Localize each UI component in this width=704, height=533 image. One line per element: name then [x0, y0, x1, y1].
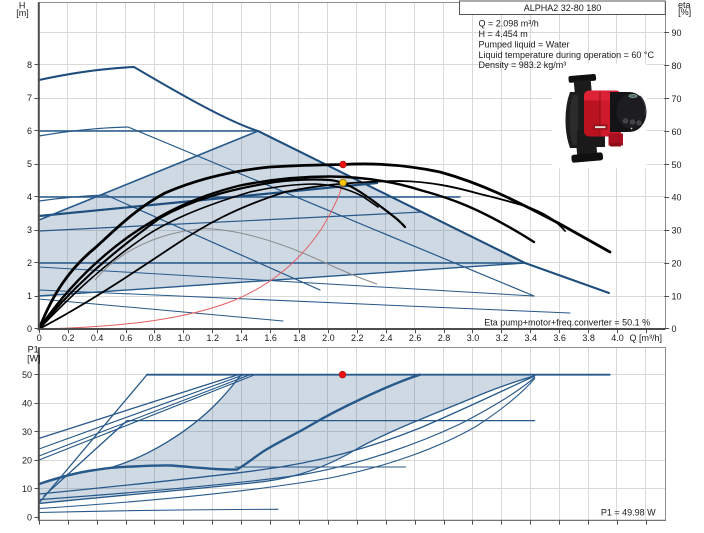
- svg-text:2.6: 2.6: [409, 333, 422, 343]
- svg-text:3.4: 3.4: [525, 333, 538, 343]
- svg-text:4: 4: [27, 192, 32, 202]
- svg-text:H: H: [19, 0, 26, 10]
- svg-text:60: 60: [672, 127, 682, 137]
- svg-text:Liquid temperature during oper: Liquid temperature during operation = 60…: [479, 50, 655, 60]
- svg-text:Eta pump+motor+freq.converter: Eta pump+motor+freq.converter = 50.1 %: [484, 317, 650, 327]
- svg-text:1.8: 1.8: [293, 333, 306, 343]
- svg-text:40: 40: [22, 398, 32, 408]
- svg-text:0: 0: [27, 324, 32, 334]
- svg-text:[%]: [%]: [678, 7, 691, 17]
- svg-text:0.4: 0.4: [91, 333, 104, 343]
- svg-text:eta: eta: [678, 0, 691, 10]
- svg-text:Q [m³/h]: Q [m³/h]: [630, 333, 663, 343]
- svg-text:[W]: [W]: [27, 354, 41, 364]
- svg-text:1.6: 1.6: [264, 333, 277, 343]
- svg-text:3: 3: [27, 225, 32, 235]
- svg-text:50: 50: [672, 160, 682, 170]
- svg-text:2.2: 2.2: [351, 333, 364, 343]
- svg-text:1.4: 1.4: [235, 333, 248, 343]
- svg-text:0.2: 0.2: [62, 333, 75, 343]
- svg-text:Pumped liquid = Water: Pumped liquid = Water: [479, 39, 570, 49]
- svg-text:70: 70: [672, 94, 682, 104]
- svg-text:P1: P1: [28, 345, 39, 355]
- svg-text:2.4: 2.4: [380, 333, 393, 343]
- svg-text:10: 10: [672, 291, 682, 301]
- svg-text:30: 30: [22, 427, 32, 437]
- svg-text:0: 0: [672, 324, 677, 334]
- svg-text:H = 4.454 m: H = 4.454 m: [479, 29, 528, 39]
- svg-text:[m]: [m]: [16, 8, 29, 18]
- svg-text:0: 0: [27, 512, 32, 522]
- svg-text:8: 8: [27, 60, 32, 70]
- svg-text:Q = 2.098 m³/h: Q = 2.098 m³/h: [479, 19, 539, 29]
- svg-text:50: 50: [22, 370, 32, 380]
- svg-text:20: 20: [22, 455, 32, 465]
- svg-text:40: 40: [672, 193, 682, 203]
- svg-text:3.0: 3.0: [467, 333, 480, 343]
- svg-text:0: 0: [37, 333, 42, 343]
- svg-text:5: 5: [27, 159, 32, 169]
- svg-text:0.8: 0.8: [149, 333, 162, 343]
- svg-text:ALPHA2 32-80 180: ALPHA2 32-80 180: [524, 3, 602, 13]
- svg-text:P1 = 49.98 W: P1 = 49.98 W: [601, 508, 656, 518]
- svg-text:20: 20: [672, 258, 682, 268]
- svg-text:6: 6: [27, 126, 32, 136]
- svg-text:30: 30: [672, 226, 682, 236]
- svg-text:0.6: 0.6: [120, 333, 133, 343]
- svg-text:1.0: 1.0: [178, 333, 191, 343]
- svg-text:90: 90: [672, 28, 682, 38]
- svg-text:1.2: 1.2: [207, 333, 220, 343]
- svg-text:1: 1: [27, 291, 32, 301]
- svg-text:3.2: 3.2: [496, 333, 509, 343]
- svg-text:2.0: 2.0: [322, 333, 335, 343]
- svg-text:Density = 983.2 kg/m³: Density = 983.2 kg/m³: [479, 60, 567, 70]
- svg-text:7: 7: [27, 93, 32, 103]
- svg-text:2.8: 2.8: [438, 333, 451, 343]
- svg-text:3.8: 3.8: [582, 333, 595, 343]
- svg-text:3.6: 3.6: [553, 333, 566, 343]
- svg-text:80: 80: [672, 61, 682, 71]
- svg-text:4.0: 4.0: [611, 333, 624, 343]
- svg-text:10: 10: [22, 484, 32, 494]
- svg-text:2: 2: [27, 258, 32, 268]
